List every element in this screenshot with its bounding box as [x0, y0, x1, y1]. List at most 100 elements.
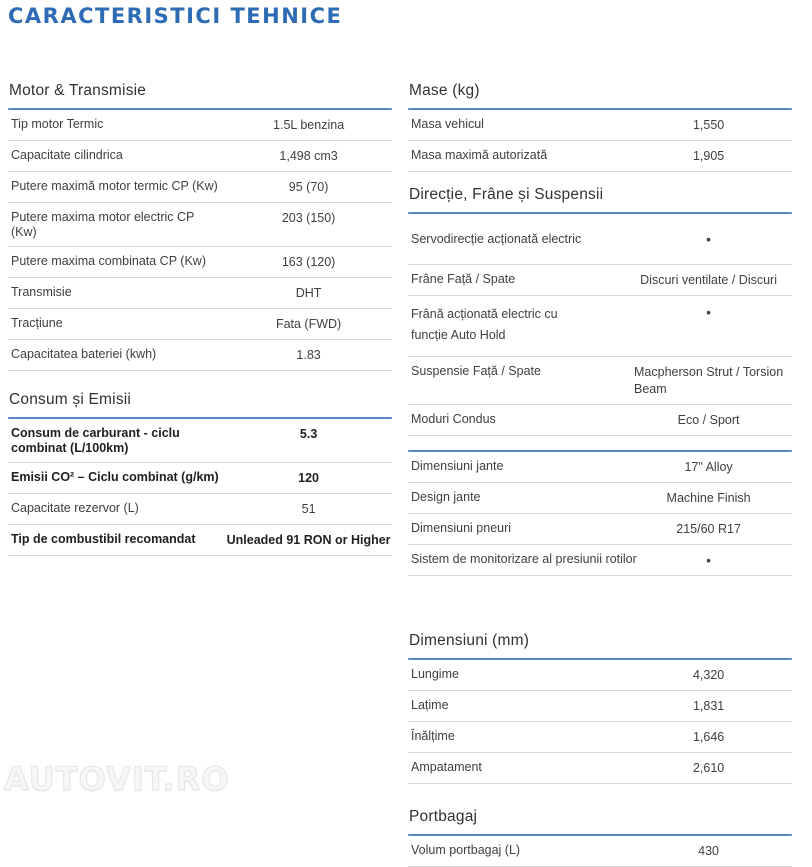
row-value: 51	[222, 501, 395, 518]
right-column: Mase (kg) Masa vehicul 1,550 Masa maximă…	[408, 82, 792, 867]
table-row: Capacitate rezervor (L) 51	[8, 494, 392, 525]
row-value-text: 1,550	[692, 118, 725, 132]
section-divider	[408, 108, 792, 110]
row-value: •	[622, 304, 795, 321]
row-label: Emisii CO² – Ciclu combinat (g/km)	[11, 470, 219, 484]
row-value: Unleaded 91 RON or Higher	[222, 532, 395, 549]
row-value: 163 (120)	[222, 254, 395, 271]
row-value: 2,610	[622, 760, 795, 777]
table-row: Dimensiuni jante 17" Alloy	[408, 452, 792, 483]
table-row: Tip de combustibil recomandat Unleaded 9…	[8, 525, 392, 556]
section-title: Motor & Transmisie	[9, 82, 147, 99]
row-value: 1,550	[622, 117, 795, 134]
section-divider	[8, 108, 392, 110]
spec-table: Lungime 4,320 Lațime 1,831 Înălțime 1,64…	[408, 660, 792, 784]
row-label: Frână acționată electric cu funcție Auto…	[411, 307, 558, 342]
section-directie-frane-suspensii: Direcție, Frâne și Suspensii Servodirecț…	[408, 186, 792, 436]
row-value-text: Unleaded 91 RON or Higher	[226, 533, 391, 547]
row-value: DHT	[222, 285, 395, 302]
row-value-text: 5.3	[299, 427, 318, 441]
spec-table: Consum de carburant - ciclu combinat (L/…	[8, 419, 392, 556]
row-value: •	[622, 231, 795, 248]
row-label: Masa vehicul	[411, 117, 484, 131]
row-value: 4,320	[622, 667, 795, 684]
row-value: 5.3	[222, 426, 395, 443]
row-value-text: DHT	[295, 286, 322, 300]
row-label: Consum de carburant - ciclu combinat (L/…	[11, 426, 180, 455]
section-divider	[8, 417, 392, 419]
content-columns: Motor & Transmisie Tip motor Termic 1.5L…	[0, 28, 812, 867]
spec-table: Dimensiuni jante 17" Alloy Design jante …	[408, 452, 792, 576]
row-value-text: 17" Alloy	[684, 460, 733, 474]
row-value-text: 163 (120)	[281, 255, 336, 269]
row-value-text: 1.83	[296, 348, 321, 362]
row-value-text: 95 (70)	[288, 180, 329, 194]
row-label: Frâne Față / Spate	[411, 272, 516, 286]
row-label: Servodirecție acționată electric	[411, 231, 582, 246]
table-row: Lațime 1,831	[408, 691, 792, 722]
row-label: Tracțiune	[11, 316, 63, 330]
spec-table: Servodirecție acționată electric • Frâne…	[408, 214, 792, 436]
table-row: Consum de carburant - ciclu combinat (L/…	[8, 419, 392, 463]
row-value-text: •	[706, 231, 711, 247]
section-divider	[408, 212, 792, 214]
table-row: Dimensiuni pneuri 215/60 R17	[408, 514, 792, 545]
table-row: Capacitate cilindrica 1,498 cm3	[8, 141, 392, 172]
row-value: 1,831	[622, 698, 795, 715]
row-label: Capacitate cilindrica	[11, 148, 123, 162]
row-value-text: Fata (FWD)	[275, 317, 342, 331]
row-value: 203 (150)	[222, 210, 395, 227]
section-divider	[408, 658, 792, 660]
row-value-text: 1,498 cm3	[279, 149, 338, 163]
row-label: Transmisie	[11, 285, 72, 299]
row-value-text: 2,610	[692, 761, 725, 775]
row-value: •	[622, 552, 795, 569]
row-label: Tip motor Termic	[11, 117, 104, 131]
row-label: Masa maximă autorizată	[411, 148, 548, 162]
table-row: Înălțime 1,646	[408, 722, 792, 753]
row-value-text: 215/60 R17	[676, 522, 741, 536]
row-label: Moduri Condus	[411, 412, 496, 426]
row-value-text: Machine Finish	[666, 491, 751, 505]
row-label: Ampatament	[411, 760, 482, 774]
section-mase: Mase (kg) Masa vehicul 1,550 Masa maximă…	[408, 82, 792, 172]
row-label: Tip de combustibil recomandat	[11, 532, 196, 546]
table-row: Tip motor Termic 1.5L benzina	[8, 110, 392, 141]
table-row: Design jante Machine Finish	[408, 483, 792, 514]
section-jante-pneuri: Dimensiuni jante 17" Alloy Design jante …	[408, 450, 792, 576]
row-value-text: 1,646	[692, 730, 725, 744]
row-value: Fata (FWD)	[222, 316, 395, 333]
spec-table: Volum portbagaj (L) 430	[408, 836, 792, 867]
row-label: Lațime	[411, 698, 449, 712]
row-value: Eco / Sport	[622, 412, 795, 429]
section-portbagaj: Portbagaj Volum portbagaj (L) 430	[408, 808, 792, 867]
row-label: Capacitatea bateriei (kwh)	[11, 347, 157, 361]
section-motor-transmisie: Motor & Transmisie Tip motor Termic 1.5L…	[8, 82, 392, 371]
table-row: Emisii CO² – Ciclu combinat (g/km) 120	[8, 463, 392, 494]
row-value: Discuri ventilate / Discuri	[622, 272, 795, 289]
table-row: Ampatament 2,610	[408, 753, 792, 784]
table-row: Servodirecție acționată electric •	[408, 214, 792, 265]
table-row: Masa maximă autorizată 1,905	[408, 141, 792, 172]
table-row: Putere maxima combinata CP (Kw) 163 (120…	[8, 247, 392, 278]
spec-table: Tip motor Termic 1.5L benzina Capacitate…	[8, 110, 392, 371]
row-label: Înălțime	[411, 729, 455, 743]
row-value-text: •	[706, 305, 711, 320]
table-row: Sistem de monitorizare al presiunii roti…	[408, 545, 792, 576]
row-label: Putere maxima combinata CP (Kw)	[11, 254, 206, 268]
row-value: 1,646	[622, 729, 795, 746]
table-row: Lungime 4,320	[408, 660, 792, 691]
row-value-text: Discuri ventilate / Discuri	[640, 273, 777, 287]
table-row: Frâne Față / Spate Discuri ventilate / D…	[408, 265, 792, 296]
page-title: CARACTERISTICI TEHNICE	[8, 4, 343, 28]
table-row: Frână acționată electric cu funcție Auto…	[408, 296, 792, 357]
row-label: Lungime	[411, 667, 459, 681]
section-title: Consum și Emisii	[9, 391, 132, 408]
row-value-text: 1.5L benzina	[273, 118, 345, 132]
row-value: 120	[222, 470, 395, 487]
row-value-text: 120	[298, 471, 320, 485]
row-label: Putere maximă motor termic CP (Kw)	[11, 179, 218, 193]
table-row: Tracțiune Fata (FWD)	[8, 309, 392, 340]
row-value: 1,498 cm3	[222, 148, 395, 165]
row-label: Dimensiuni jante	[411, 459, 504, 473]
